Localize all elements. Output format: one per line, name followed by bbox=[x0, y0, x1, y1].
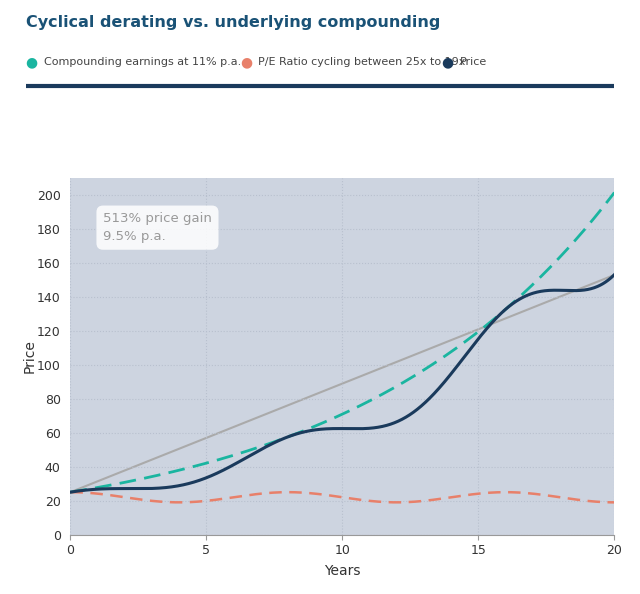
Text: Price: Price bbox=[460, 58, 487, 67]
Y-axis label: Price: Price bbox=[23, 339, 37, 374]
Text: ●: ● bbox=[240, 55, 252, 69]
Text: ●: ● bbox=[442, 55, 454, 69]
Text: ●: ● bbox=[26, 55, 38, 69]
Text: 513% price gain
9.5% p.a.: 513% price gain 9.5% p.a. bbox=[103, 212, 212, 243]
Text: Compounding earnings at 11% p.a.: Compounding earnings at 11% p.a. bbox=[44, 58, 241, 67]
Text: P/E Ratio cycling between 25x to 19x: P/E Ratio cycling between 25x to 19x bbox=[258, 58, 465, 67]
Text: Cyclical derating vs. underlying compounding: Cyclical derating vs. underlying compoun… bbox=[26, 15, 440, 30]
X-axis label: Years: Years bbox=[324, 564, 361, 579]
